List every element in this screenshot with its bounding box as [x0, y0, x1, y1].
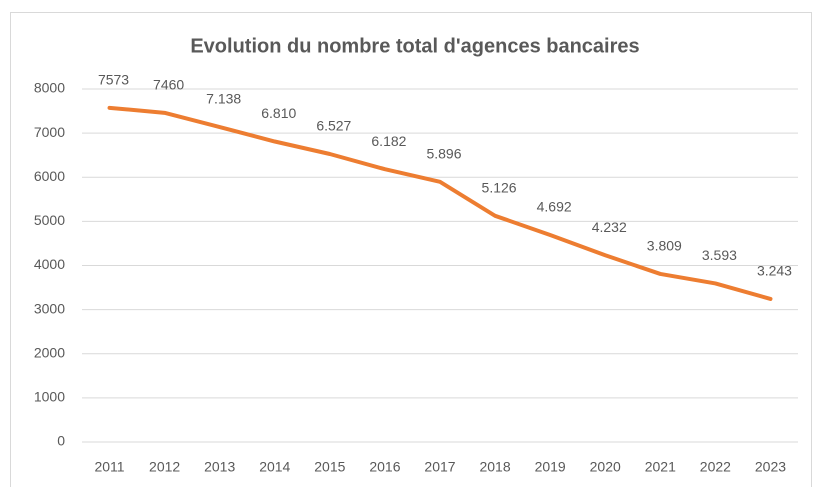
- y-tick-label: 5000: [34, 212, 65, 228]
- data-label: 7460: [153, 77, 184, 93]
- data-label: 3.809: [647, 238, 682, 254]
- x-tick-label: 2015: [314, 459, 345, 475]
- data-label: 4.232: [592, 219, 627, 235]
- data-label: 7573: [98, 72, 129, 88]
- x-tick-label: 2013: [204, 459, 235, 475]
- data-label: 6.527: [316, 118, 351, 134]
- x-tick-label: 2016: [369, 459, 400, 475]
- y-tick-label: 0: [57, 433, 65, 449]
- y-tick-label: 4000: [34, 256, 65, 272]
- x-tick-label: 2014: [259, 459, 290, 475]
- x-tick-label: 2023: [755, 459, 786, 475]
- data-label: 7.138: [206, 91, 241, 107]
- data-label: 6.182: [371, 133, 406, 149]
- x-tick-label: 2011: [94, 459, 124, 475]
- chart-frame: [10, 12, 812, 487]
- x-tick-label: 2017: [424, 459, 455, 475]
- x-tick-label: 2020: [590, 459, 621, 475]
- y-tick-label: 1000: [34, 389, 65, 405]
- y-tick-label: 3000: [34, 300, 65, 316]
- chart-title: Evolution du nombre total d'agences banc…: [190, 35, 639, 57]
- x-tick-label: 2021: [645, 459, 676, 475]
- data-label: 3.243: [757, 263, 792, 279]
- y-tick-label: 7000: [34, 124, 65, 140]
- x-tick-label: 2019: [535, 459, 566, 475]
- y-tick-label: 8000: [34, 80, 65, 96]
- x-tick-label: 2018: [479, 459, 510, 475]
- data-label: 5.126: [482, 180, 517, 196]
- y-tick-label: 2000: [34, 344, 65, 360]
- data-label: 6.810: [261, 105, 296, 121]
- data-line: [107, 105, 773, 301]
- x-tick-label: 2012: [149, 459, 180, 475]
- data-label: 5.896: [426, 146, 461, 162]
- x-tick-label: 2022: [700, 459, 731, 475]
- data-label: 3.593: [702, 247, 737, 263]
- data-label: 4.692: [537, 199, 572, 215]
- y-tick-label: 6000: [34, 168, 65, 184]
